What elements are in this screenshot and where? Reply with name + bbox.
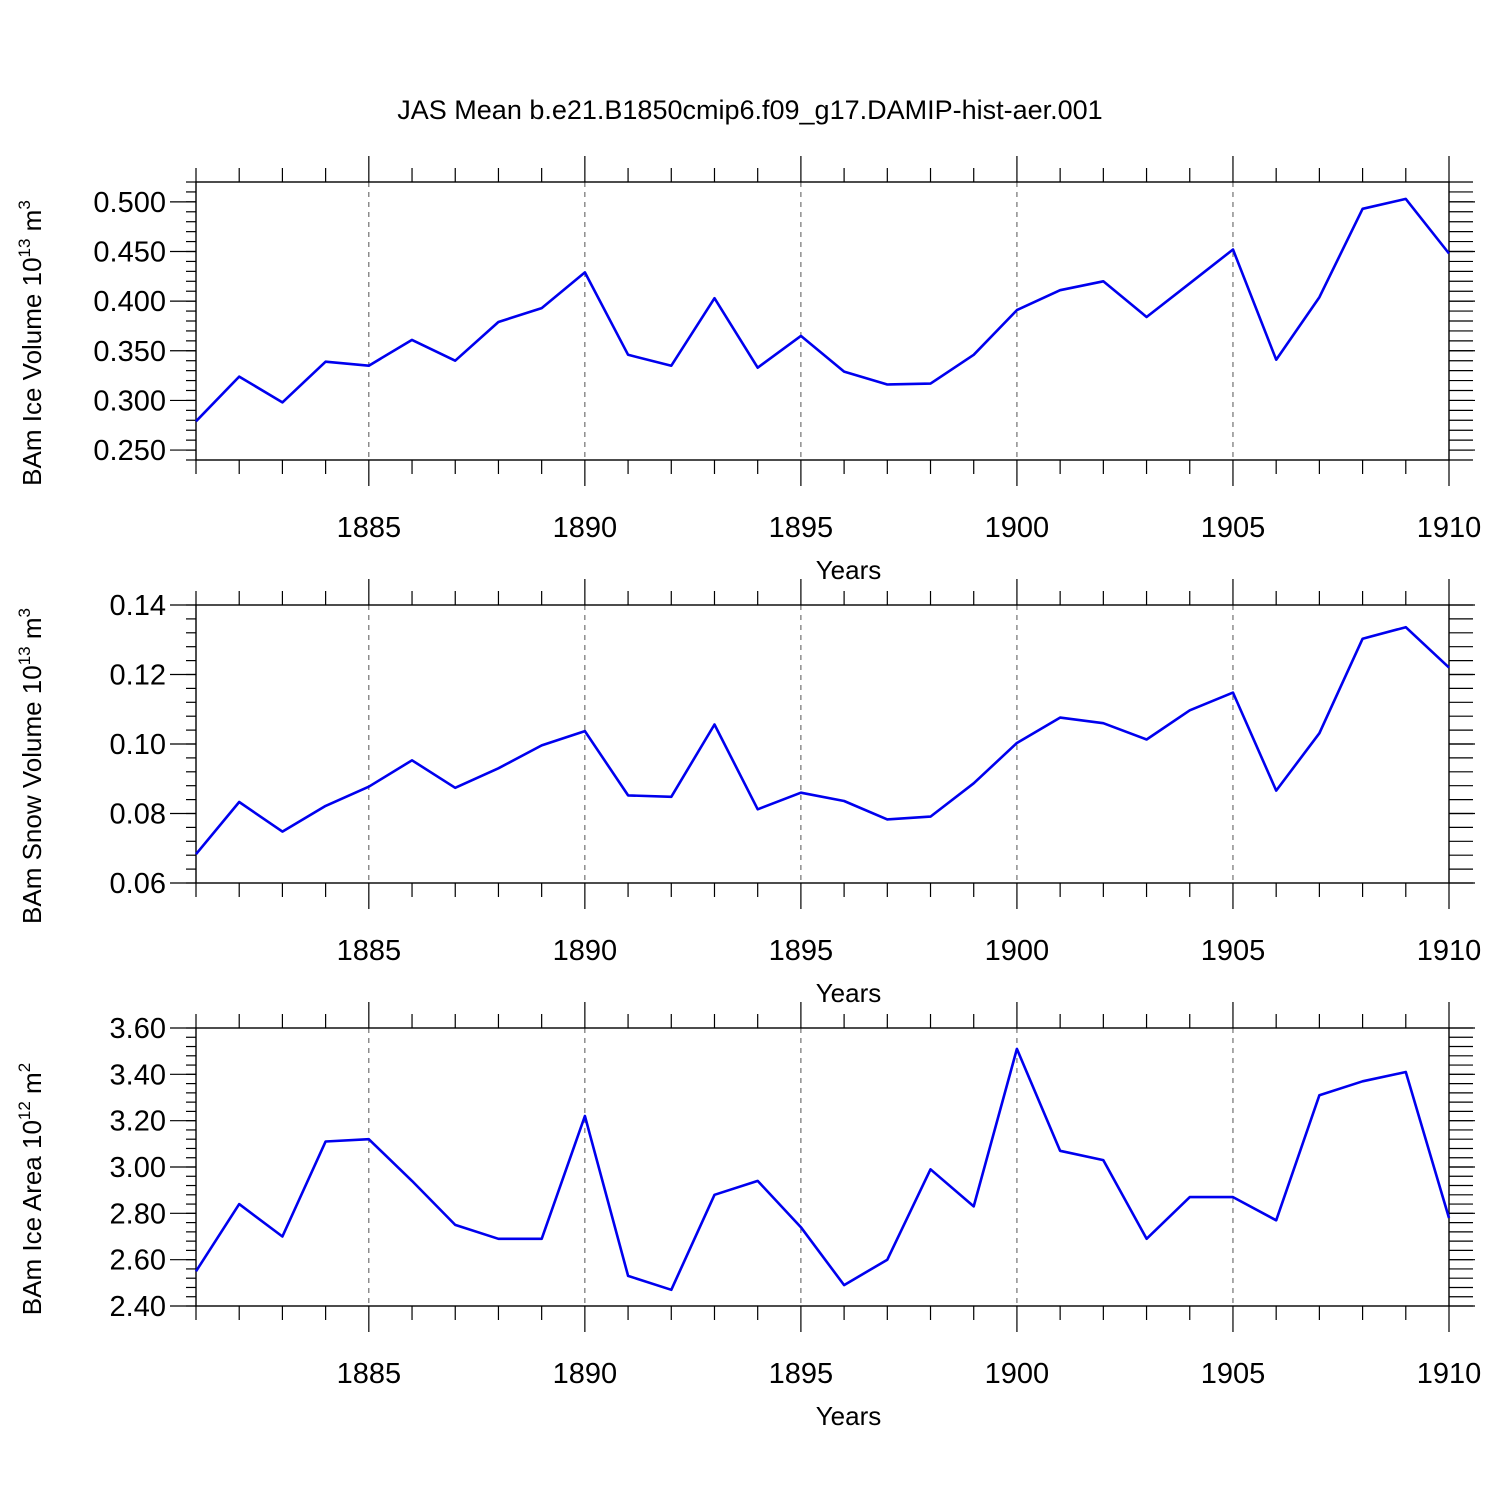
y-axis-label: BAm Ice Area 1012 m2: [15, 1063, 47, 1315]
x-tick-label: 1890: [553, 512, 618, 544]
y-tick-label: 0.14: [110, 590, 166, 622]
y-tick-label: 0.10: [110, 729, 166, 761]
series-line: [195, 197, 1451, 423]
y-tick-label: 3.60: [110, 1013, 166, 1045]
y-tick-label: 0.250: [93, 435, 166, 467]
x-tick-label: 1905: [1201, 1358, 1266, 1390]
y-tick-label: 0.06: [110, 868, 166, 900]
x-tick-label: 1895: [769, 935, 834, 967]
x-tick-label: 1885: [337, 1358, 402, 1390]
panel-3: 2.40 2.60 2.80 3.00 3.20 3.40 3.60 1885 1890 1895…: [15, 1002, 1481, 1431]
y-tick-label: 3.20: [110, 1106, 166, 1138]
x-tick-label: 1885: [337, 512, 402, 544]
y-tick-label: 3.40: [110, 1059, 166, 1091]
y-tick-label: 2.60: [110, 1245, 166, 1277]
series-line: [194, 1047, 1451, 1292]
y-tick-label: 3.00: [110, 1152, 166, 1184]
y-tick-label: 0.08: [110, 799, 166, 831]
x-tick-label: 1895: [769, 1358, 834, 1390]
panel-1: 0.250 0.300 0.350 0.400 0.450 0.500 1885 1890 18…: [15, 156, 1481, 585]
y-tick-label: 0.400: [93, 286, 166, 318]
x-tick-label: 1885: [337, 935, 402, 967]
series-line: [194, 625, 1450, 856]
y-tick-label: 0.350: [93, 336, 166, 368]
x-axis-label: Years: [816, 1401, 882, 1431]
y-tick-label: 0.300: [93, 385, 166, 417]
y-tick-label: 2.40: [110, 1291, 166, 1323]
panel-2: 0.06 0.08 0.10 0.12 0.14 1885 1890 1895 1900 1905…: [15, 579, 1481, 1008]
x-tick-label: 1905: [1201, 935, 1266, 967]
x-tick-label: 1890: [553, 1358, 618, 1390]
x-tick-label: 1895: [769, 512, 834, 544]
y-tick-label: 0.12: [110, 660, 166, 692]
y-axis-label: BAm Snow Volume 1013 m3: [15, 608, 47, 924]
x-tick-label: 1905: [1201, 512, 1266, 544]
x-tick-label: 1900: [985, 935, 1050, 967]
x-tick-label: 1910: [1417, 935, 1482, 967]
x-tick-label: 1900: [985, 512, 1050, 544]
x-axis-label: Years: [816, 978, 882, 1008]
x-tick-label: 1910: [1417, 1358, 1482, 1390]
plot-frame: [195, 604, 1450, 884]
x-axis-label: Years: [816, 555, 882, 585]
x-tick-label: 1900: [985, 1358, 1050, 1390]
y-tick-label: 0.450: [93, 237, 166, 269]
y-tick-label: 0.500: [93, 187, 166, 219]
x-tick-label: 1910: [1417, 512, 1482, 544]
figure-title: JAS Mean b.e21.B1850cmip6.f09_g17.DAMIP-…: [397, 95, 1102, 125]
x-tick-label: 1890: [553, 935, 618, 967]
y-axis-label: BAm Ice Volume 1013 m3: [15, 200, 47, 486]
panels: 0.250 0.300 0.350 0.400 0.450 0.500 1885 1890 18…: [15, 156, 1481, 1431]
y-tick-label: 2.80: [110, 1198, 166, 1230]
plot-frame: [195, 1027, 1450, 1307]
